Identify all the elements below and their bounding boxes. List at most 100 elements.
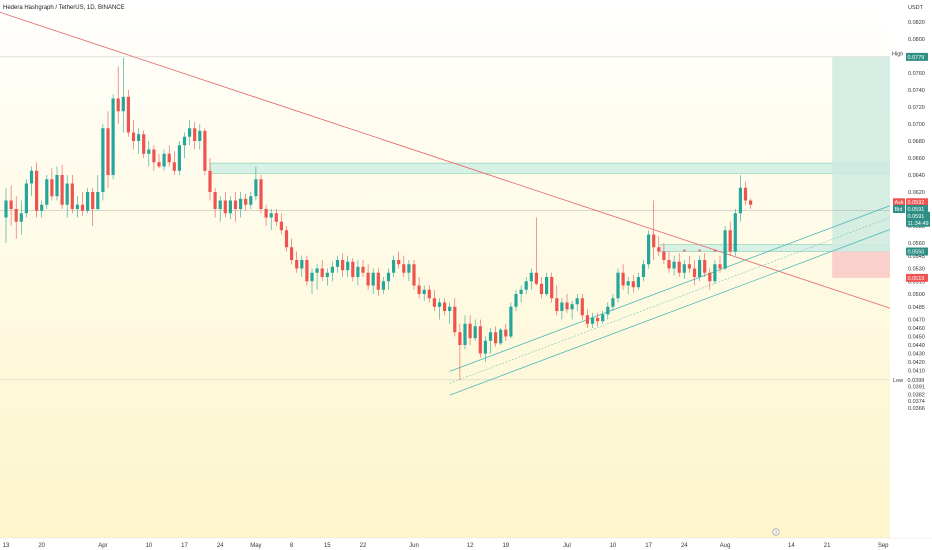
candle[interactable] — [616, 268, 620, 303]
candle[interactable] — [647, 230, 651, 269]
candle[interactable] — [351, 258, 355, 282]
candle[interactable] — [193, 122, 197, 150]
candle[interactable] — [575, 294, 579, 311]
candle[interactable] — [244, 193, 248, 211]
candle[interactable] — [708, 268, 712, 290]
candle[interactable] — [529, 268, 533, 290]
candle[interactable] — [111, 94, 115, 180]
candle[interactable] — [371, 268, 375, 295]
candle[interactable] — [295, 251, 299, 273]
candle[interactable] — [468, 315, 472, 345]
candle[interactable] — [448, 302, 452, 324]
candle[interactable] — [662, 243, 666, 265]
candle[interactable] — [335, 255, 340, 273]
entry-tag[interactable]: 0.0550 — [906, 247, 928, 256]
candle[interactable] — [611, 294, 615, 311]
candle[interactable] — [137, 128, 141, 154]
candle[interactable] — [621, 264, 625, 290]
candle[interactable] — [417, 277, 421, 299]
candle[interactable] — [177, 141, 181, 175]
candle[interactable] — [412, 260, 416, 290]
candle[interactable] — [590, 312, 595, 328]
candle[interactable] — [356, 260, 360, 286]
candle[interactable] — [264, 204, 268, 226]
news-icon[interactable] — [772, 528, 780, 536]
candle[interactable] — [106, 111, 110, 188]
candle[interactable] — [677, 253, 681, 277]
candle[interactable] — [626, 277, 630, 294]
position-profit-zone[interactable] — [832, 56, 890, 252]
candle[interactable] — [259, 175, 263, 214]
candle[interactable] — [40, 200, 44, 218]
candle[interactable] — [188, 119, 192, 146]
candle[interactable] — [361, 260, 365, 277]
candle[interactable] — [50, 168, 54, 201]
candle[interactable] — [504, 323, 508, 341]
candle[interactable] — [585, 309, 589, 328]
candle[interactable] — [534, 217, 538, 286]
candle[interactable] — [728, 221, 732, 256]
candle[interactable] — [162, 149, 166, 171]
target-tag[interactable]: 0.0779 — [906, 52, 928, 61]
candle[interactable] — [432, 289, 436, 311]
candle[interactable] — [310, 268, 314, 295]
candle[interactable] — [208, 158, 212, 201]
candle[interactable] — [733, 209, 737, 256]
candle[interactable] — [601, 311, 605, 324]
candle[interactable] — [636, 272, 640, 290]
candle[interactable] — [182, 132, 187, 159]
candle[interactable] — [427, 285, 431, 303]
candle[interactable] — [233, 192, 238, 222]
candle[interactable] — [402, 255, 406, 277]
candle[interactable] — [565, 294, 569, 313]
channel-mid-line[interactable] — [449, 204, 925, 384]
candle[interactable] — [437, 298, 442, 320]
candle[interactable] — [198, 124, 202, 150]
candle[interactable] — [305, 255, 309, 286]
candle[interactable] — [392, 255, 396, 277]
candle[interactable] — [570, 300, 574, 320]
candle[interactable] — [422, 285, 426, 301]
candle[interactable] — [545, 272, 549, 296]
candle[interactable] — [147, 141, 151, 167]
candle[interactable] — [80, 192, 85, 216]
position-loss-zone[interactable] — [832, 251, 890, 278]
candle[interactable] — [24, 179, 28, 218]
candle[interactable] — [330, 261, 334, 282]
candle[interactable] — [116, 66, 120, 124]
candle[interactable] — [35, 162, 39, 218]
candle[interactable] — [692, 260, 697, 286]
candle[interactable] — [509, 302, 513, 339]
candle[interactable] — [723, 226, 727, 271]
candle[interactable] — [91, 187, 95, 226]
candle[interactable] — [376, 268, 380, 296]
candle[interactable] — [228, 196, 232, 220]
candle[interactable] — [152, 145, 156, 171]
candle[interactable] — [70, 175, 74, 214]
candle[interactable] — [743, 181, 748, 205]
candle[interactable] — [397, 251, 401, 269]
time-axis-background[interactable] — [0, 538, 932, 550]
candle[interactable] — [519, 285, 523, 303]
candle[interactable] — [75, 196, 79, 218]
candle[interactable] — [463, 315, 467, 350]
channel-upper-line[interactable] — [449, 192, 925, 372]
candle[interactable] — [157, 153, 161, 169]
candle[interactable] — [249, 192, 253, 209]
candle[interactable] — [473, 319, 477, 341]
candle[interactable] — [386, 268, 391, 290]
candle[interactable] — [555, 285, 559, 316]
candle[interactable] — [539, 277, 544, 299]
bid-label-tag[interactable]: Bid — [893, 205, 905, 213]
candle[interactable] — [131, 119, 136, 150]
candle[interactable] — [269, 209, 273, 231]
candle[interactable] — [284, 226, 289, 252]
candle[interactable] — [580, 294, 584, 320]
candle[interactable] — [718, 255, 722, 273]
candle[interactable] — [478, 319, 482, 358]
candle[interactable] — [631, 275, 635, 293]
candle[interactable] — [142, 130, 146, 158]
candle[interactable] — [223, 192, 227, 218]
